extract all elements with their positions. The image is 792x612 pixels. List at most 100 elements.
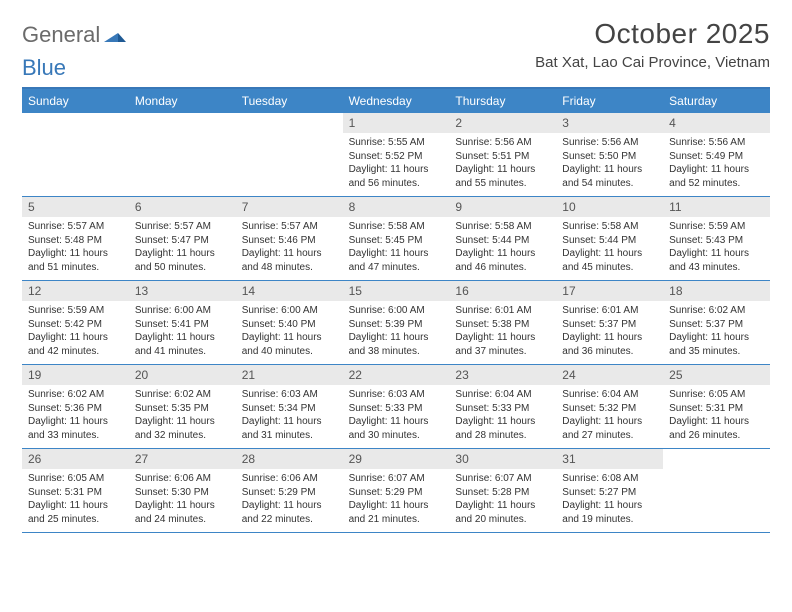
sunset-text: Sunset: 5:29 PM xyxy=(242,486,337,500)
sunrise-text: Sunrise: 6:08 AM xyxy=(562,472,657,486)
sunset-text: Sunset: 5:45 PM xyxy=(349,234,444,248)
sunrise-text: Sunrise: 6:00 AM xyxy=(135,304,230,318)
day-info: Sunrise: 5:59 AMSunset: 5:43 PMDaylight:… xyxy=(663,217,770,280)
day-cell xyxy=(236,113,343,196)
daylight-text: Daylight: 11 hours and 38 minutes. xyxy=(349,331,444,358)
sunrise-text: Sunrise: 6:00 AM xyxy=(349,304,444,318)
day-cell: 30Sunrise: 6:07 AMSunset: 5:28 PMDayligh… xyxy=(449,449,556,532)
sunrise-text: Sunrise: 6:03 AM xyxy=(242,388,337,402)
day-number: 5 xyxy=(22,197,129,217)
sunrise-text: Sunrise: 6:06 AM xyxy=(242,472,337,486)
title-block: October 2025 Bat Xat, Lao Cai Province, … xyxy=(535,18,770,71)
daylight-text: Daylight: 11 hours and 20 minutes. xyxy=(455,499,550,526)
sunrise-text: Sunrise: 5:57 AM xyxy=(242,220,337,234)
day-info xyxy=(663,467,770,525)
day-cell: 5Sunrise: 5:57 AMSunset: 5:48 PMDaylight… xyxy=(22,197,129,280)
sunrise-text: Sunrise: 5:58 AM xyxy=(455,220,550,234)
day-cell: 9Sunrise: 5:58 AMSunset: 5:44 PMDaylight… xyxy=(449,197,556,280)
day-cell: 11Sunrise: 5:59 AMSunset: 5:43 PMDayligh… xyxy=(663,197,770,280)
sunset-text: Sunset: 5:33 PM xyxy=(349,402,444,416)
daylight-text: Daylight: 11 hours and 45 minutes. xyxy=(562,247,657,274)
daylight-text: Daylight: 11 hours and 40 minutes. xyxy=(242,331,337,358)
dayhead-thu: Thursday xyxy=(449,89,556,113)
day-number: 27 xyxy=(129,449,236,469)
day-cell: 24Sunrise: 6:04 AMSunset: 5:32 PMDayligh… xyxy=(556,365,663,448)
day-info: Sunrise: 6:02 AMSunset: 5:35 PMDaylight:… xyxy=(129,385,236,448)
day-number: 15 xyxy=(343,281,450,301)
sunrise-text: Sunrise: 5:58 AM xyxy=(562,220,657,234)
day-number: 21 xyxy=(236,365,343,385)
daylight-text: Daylight: 11 hours and 54 minutes. xyxy=(562,163,657,190)
day-number: 8 xyxy=(343,197,450,217)
day-number: 17 xyxy=(556,281,663,301)
day-cell xyxy=(22,113,129,196)
sunset-text: Sunset: 5:36 PM xyxy=(28,402,123,416)
sunset-text: Sunset: 5:41 PM xyxy=(135,318,230,332)
day-cell: 15Sunrise: 6:00 AMSunset: 5:39 PMDayligh… xyxy=(343,281,450,364)
week-row: 1Sunrise: 5:55 AMSunset: 5:52 PMDaylight… xyxy=(22,113,770,197)
day-info: Sunrise: 5:58 AMSunset: 5:45 PMDaylight:… xyxy=(343,217,450,280)
day-info: Sunrise: 6:05 AMSunset: 5:31 PMDaylight:… xyxy=(663,385,770,448)
day-number: 6 xyxy=(129,197,236,217)
weeks-container: 1Sunrise: 5:55 AMSunset: 5:52 PMDaylight… xyxy=(22,113,770,533)
day-number: 18 xyxy=(663,281,770,301)
day-cell: 3Sunrise: 5:56 AMSunset: 5:50 PMDaylight… xyxy=(556,113,663,196)
day-info: Sunrise: 6:07 AMSunset: 5:28 PMDaylight:… xyxy=(449,469,556,532)
day-cell: 23Sunrise: 6:04 AMSunset: 5:33 PMDayligh… xyxy=(449,365,556,448)
day-cell: 13Sunrise: 6:00 AMSunset: 5:41 PMDayligh… xyxy=(129,281,236,364)
sunset-text: Sunset: 5:33 PM xyxy=(455,402,550,416)
day-number: 31 xyxy=(556,449,663,469)
day-number xyxy=(22,113,129,131)
day-info: Sunrise: 5:58 AMSunset: 5:44 PMDaylight:… xyxy=(556,217,663,280)
day-cell: 18Sunrise: 6:02 AMSunset: 5:37 PMDayligh… xyxy=(663,281,770,364)
day-number xyxy=(236,113,343,131)
daylight-text: Daylight: 11 hours and 28 minutes. xyxy=(455,415,550,442)
day-number: 23 xyxy=(449,365,556,385)
page-title: October 2025 xyxy=(535,18,770,50)
day-info: Sunrise: 6:06 AMSunset: 5:29 PMDaylight:… xyxy=(236,469,343,532)
sunrise-text: Sunrise: 5:57 AM xyxy=(28,220,123,234)
sunrise-text: Sunrise: 6:01 AM xyxy=(455,304,550,318)
day-info: Sunrise: 6:00 AMSunset: 5:41 PMDaylight:… xyxy=(129,301,236,364)
week-row: 26Sunrise: 6:05 AMSunset: 5:31 PMDayligh… xyxy=(22,449,770,533)
day-cell: 20Sunrise: 6:02 AMSunset: 5:35 PMDayligh… xyxy=(129,365,236,448)
dayhead-sun: Sunday xyxy=(22,89,129,113)
sunrise-text: Sunrise: 6:04 AM xyxy=(562,388,657,402)
daylight-text: Daylight: 11 hours and 41 minutes. xyxy=(135,331,230,358)
day-cell: 25Sunrise: 6:05 AMSunset: 5:31 PMDayligh… xyxy=(663,365,770,448)
sunrise-text: Sunrise: 5:56 AM xyxy=(669,136,764,150)
day-info xyxy=(129,131,236,189)
sunrise-text: Sunrise: 6:06 AM xyxy=(135,472,230,486)
day-info: Sunrise: 6:00 AMSunset: 5:40 PMDaylight:… xyxy=(236,301,343,364)
day-number: 25 xyxy=(663,365,770,385)
sunset-text: Sunset: 5:31 PM xyxy=(28,486,123,500)
day-cell: 14Sunrise: 6:00 AMSunset: 5:40 PMDayligh… xyxy=(236,281,343,364)
calendar: Sunday Monday Tuesday Wednesday Thursday… xyxy=(22,87,770,533)
day-number: 12 xyxy=(22,281,129,301)
day-cell: 1Sunrise: 5:55 AMSunset: 5:52 PMDaylight… xyxy=(343,113,450,196)
day-info: Sunrise: 6:07 AMSunset: 5:29 PMDaylight:… xyxy=(343,469,450,532)
day-cell: 29Sunrise: 6:07 AMSunset: 5:29 PMDayligh… xyxy=(343,449,450,532)
day-info: Sunrise: 6:01 AMSunset: 5:37 PMDaylight:… xyxy=(556,301,663,364)
sunrise-text: Sunrise: 5:56 AM xyxy=(455,136,550,150)
day-info: Sunrise: 5:56 AMSunset: 5:50 PMDaylight:… xyxy=(556,133,663,196)
sunset-text: Sunset: 5:31 PM xyxy=(669,402,764,416)
day-info xyxy=(22,131,129,189)
sunrise-text: Sunrise: 6:07 AM xyxy=(455,472,550,486)
day-info: Sunrise: 5:59 AMSunset: 5:42 PMDaylight:… xyxy=(22,301,129,364)
sunrise-text: Sunrise: 6:05 AM xyxy=(28,472,123,486)
day-number: 3 xyxy=(556,113,663,133)
day-info: Sunrise: 6:00 AMSunset: 5:39 PMDaylight:… xyxy=(343,301,450,364)
location-text: Bat Xat, Lao Cai Province, Vietnam xyxy=(535,54,770,71)
sunset-text: Sunset: 5:49 PM xyxy=(669,150,764,164)
daylight-text: Daylight: 11 hours and 52 minutes. xyxy=(669,163,764,190)
daylight-text: Daylight: 11 hours and 35 minutes. xyxy=(669,331,764,358)
day-number xyxy=(129,113,236,131)
day-number: 14 xyxy=(236,281,343,301)
day-cell: 21Sunrise: 6:03 AMSunset: 5:34 PMDayligh… xyxy=(236,365,343,448)
day-info: Sunrise: 5:56 AMSunset: 5:51 PMDaylight:… xyxy=(449,133,556,196)
daylight-text: Daylight: 11 hours and 46 minutes. xyxy=(455,247,550,274)
daylight-text: Daylight: 11 hours and 56 minutes. xyxy=(349,163,444,190)
daylight-text: Daylight: 11 hours and 21 minutes. xyxy=(349,499,444,526)
day-info: Sunrise: 5:56 AMSunset: 5:49 PMDaylight:… xyxy=(663,133,770,196)
